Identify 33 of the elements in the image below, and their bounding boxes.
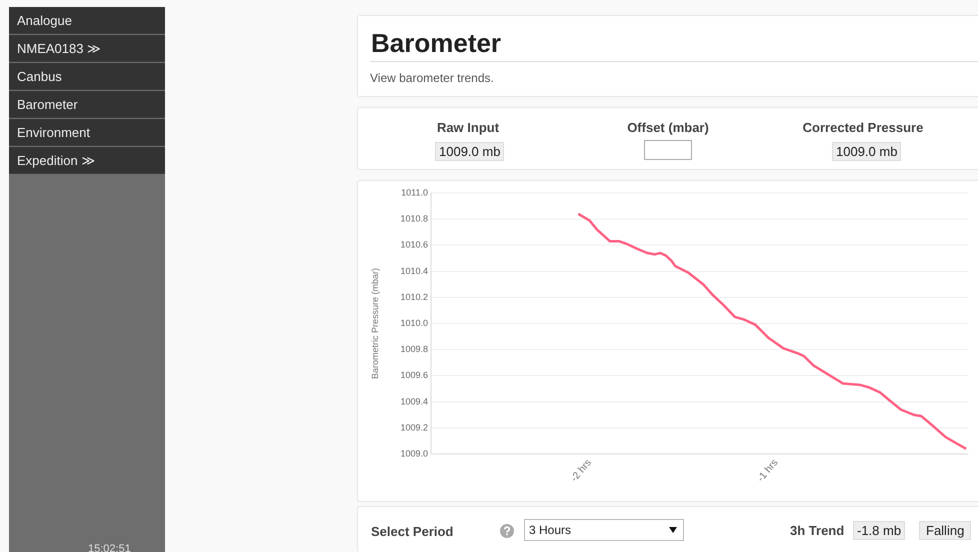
text: Barometer: [9, 91, 165, 118]
text: 15:02:51: [88, 543, 131, 552]
y-axis-title: Barometric Pressure (mbar): [370, 268, 380, 380]
y-tick-label: 1009.2: [400, 422, 428, 432]
text: Canbus: [9, 63, 165, 90]
text: 1009.0 mb: [435, 142, 504, 161]
text: 1009.0 mb: [832, 142, 902, 161]
y-tick-label: 1010.4: [400, 266, 428, 276]
y-tick-label: 1010.2: [400, 292, 428, 302]
text: 3 Hours: [529, 523, 572, 537]
chart-subtitle: View barometer trends.: [370, 71, 494, 85]
text: Raw Input: [436, 120, 500, 135]
text: 3h Trend: [790, 523, 844, 538]
x-tick-label: -1 hrs: [755, 457, 780, 484]
text: Expedition ≫: [9, 147, 165, 174]
text: -1.8 mb: [853, 521, 906, 540]
text: Corrected Pressure: [802, 120, 924, 135]
chart-title: Barometer: [371, 28, 502, 59]
text: Offset (mbar): [626, 120, 710, 135]
y-tick-label: 1010.8: [400, 214, 428, 224]
text: Falling: [919, 521, 972, 540]
text: Analogue: [9, 7, 165, 34]
text: NMEA0183 ≫: [9, 35, 165, 62]
text: Environment: [9, 119, 165, 146]
y-tick-label: 1009.8: [400, 344, 428, 354]
x-tick-label: -2 hrs: [569, 457, 594, 484]
y-tick-label: 1010.0: [400, 318, 428, 328]
y-tick-label: 1011.0: [401, 187, 428, 198]
text: Select Period: [371, 524, 454, 539]
y-tick-label: 1009.0: [400, 448, 428, 458]
y-tick-label: 1009.6: [400, 370, 428, 380]
y-tick-label: 1010.6: [400, 240, 428, 250]
y-tick-label: 1009.4: [400, 396, 428, 406]
